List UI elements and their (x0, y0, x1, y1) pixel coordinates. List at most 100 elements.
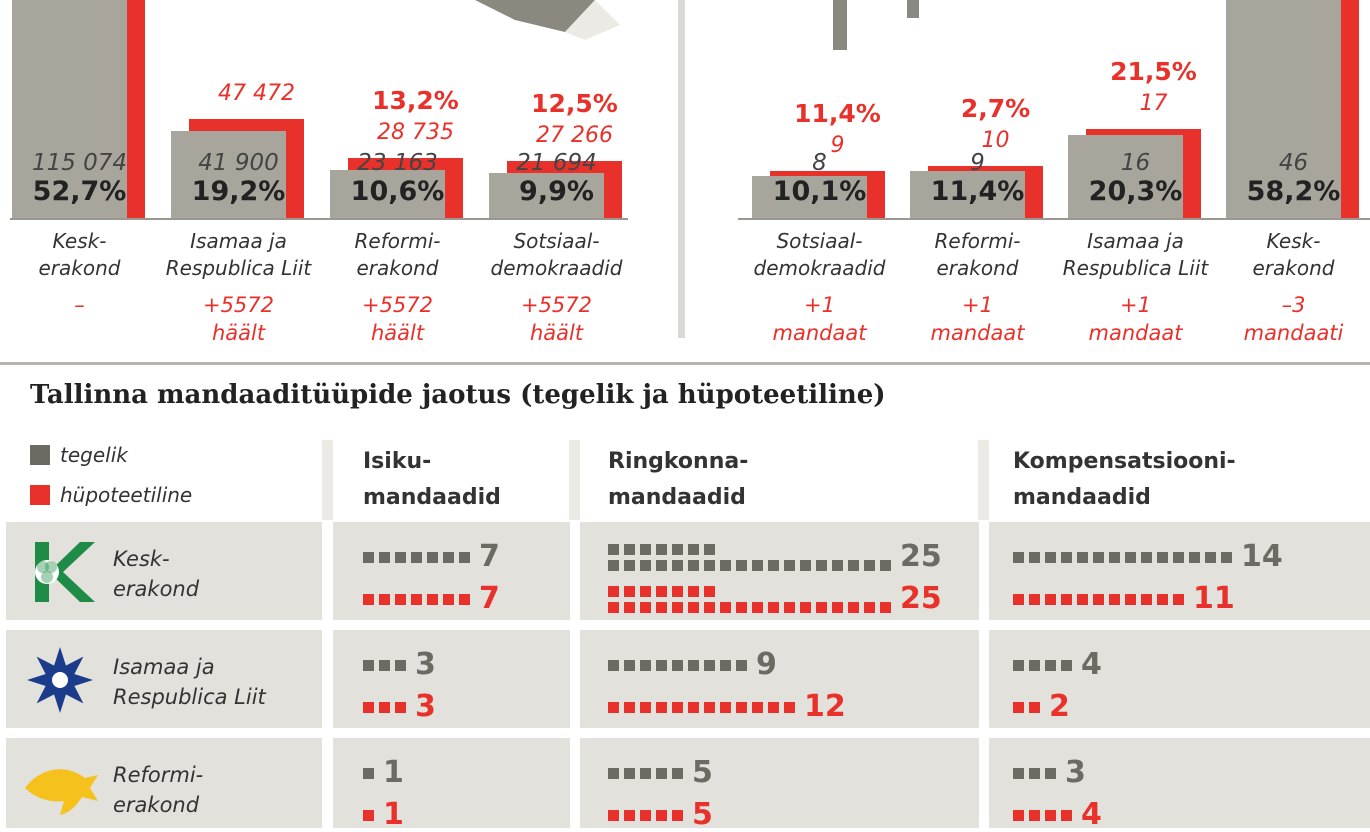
mandate-square (411, 593, 422, 605)
bar-value-label: 8 (812, 150, 827, 176)
mandate-square (784, 601, 795, 613)
mandate-square (624, 559, 635, 571)
mandate-count: 12 (804, 689, 846, 724)
hyp-value-label: 28 735 (377, 120, 454, 146)
mandate-square (608, 585, 619, 597)
mandate-square (1029, 593, 1040, 605)
category-label: Sotsiaal-demokraadid (753, 229, 886, 280)
legend-swatch (30, 445, 50, 465)
mandate-square (672, 601, 683, 613)
legend-swatch (30, 485, 50, 505)
mandate-square (1045, 809, 1056, 821)
mandate-square (363, 809, 374, 821)
mandate-square (784, 701, 795, 713)
mandate-square (640, 767, 651, 779)
mandate-square (656, 543, 667, 555)
mandate-square (411, 551, 422, 563)
mandate-count: 25 (900, 539, 942, 574)
mandate-square (624, 601, 635, 613)
mandate-square (459, 593, 470, 605)
keskerakond-logo-icon (25, 537, 105, 607)
actual-squares: 1 (363, 758, 404, 788)
mandate-count: 9 (756, 647, 777, 682)
mandate-square (1013, 551, 1024, 563)
hyp-value-label: 27 266 (536, 123, 613, 149)
mandate-square (656, 585, 667, 597)
hypothetical-squares: 25 (608, 584, 942, 614)
bar-percent-label: 52,7% (32, 176, 127, 207)
table-title: Tallinna mandaaditüüpide jaotus (tegelik… (30, 380, 886, 410)
mandate-square (1013, 767, 1024, 779)
mandate-square (1189, 551, 1200, 563)
mandate-square (395, 551, 406, 563)
bar-value-label: 41 900 (198, 150, 279, 176)
mandate-square (1061, 593, 1072, 605)
mandate-square (656, 767, 667, 779)
mandate-square (704, 559, 715, 571)
mandate-square (848, 601, 859, 613)
mandate-square (672, 585, 683, 597)
legend-label: tegelik (60, 443, 128, 467)
actual-squares: 3 (363, 650, 436, 680)
category-label: Isamaa ja Respublica Liit (1062, 229, 1209, 280)
hypothetical-squares: 2 (1013, 692, 1070, 722)
mandate-square (656, 809, 667, 821)
mandate-square (1045, 551, 1056, 563)
change-label: +1 mandaat (772, 293, 867, 345)
mandate-square (816, 601, 827, 613)
mandate-square (704, 701, 715, 713)
mandate-square (736, 601, 747, 613)
mandate-square (688, 559, 699, 571)
change-label: +5572 häält (202, 293, 275, 345)
mandate-square (608, 701, 619, 713)
bar-percent-label: 10,1% (772, 176, 867, 207)
actual-squares: 14 (1013, 542, 1283, 572)
mandate-square (656, 659, 667, 671)
mandate-square (752, 701, 763, 713)
hyp-value-label: 9 (830, 133, 845, 159)
mandate-count: 1 (383, 797, 404, 832)
bar-actual (1068, 134, 1183, 218)
actual-squares: 7 (363, 542, 500, 572)
mandate-square (656, 701, 667, 713)
column-header: Kompensatsiooni-mandaadid (1013, 449, 1236, 510)
bar-percent-label: 9,9% (519, 176, 594, 207)
mandate-square (1061, 809, 1072, 821)
mandate-square (395, 659, 406, 671)
mandate-square (640, 601, 651, 613)
mandate-square (832, 559, 843, 571)
mandate-count: 14 (1241, 539, 1283, 574)
mandate-square (1029, 767, 1040, 779)
mandate-count: 11 (1193, 581, 1235, 616)
mandate-square (363, 593, 374, 605)
mandate-square (1077, 593, 1088, 605)
actual-squares: 3 (1013, 758, 1086, 788)
mandate-square (1221, 551, 1232, 563)
hyp-percent-label: 2,7% (960, 93, 1031, 123)
reformierakond-logo-icon (20, 753, 100, 823)
header-divider (569, 440, 580, 520)
hyp-value-label: 17 (1139, 91, 1168, 117)
mandate-square (608, 543, 619, 555)
mandate-square (1109, 551, 1120, 563)
mandate-square (640, 585, 651, 597)
header-divider (322, 440, 333, 520)
column-header: Isiku-mandaadid (363, 449, 501, 510)
mandate-square (736, 659, 747, 671)
hyp-percent-label: 13,2% (372, 86, 459, 116)
mandate-square (1013, 701, 1024, 713)
square-stack (608, 541, 896, 573)
bar-value-label: 21 694 (516, 150, 597, 176)
party-name: Reformi-erakond (113, 763, 204, 817)
mandate-square (672, 543, 683, 555)
change-label: –3 mandaati (1243, 293, 1344, 345)
mandate-count: 3 (1065, 755, 1086, 790)
mandate-square (832, 601, 843, 613)
mandate-square (1061, 551, 1072, 563)
mandate-square (880, 601, 891, 613)
mandate-square (800, 601, 811, 613)
bar-percent-label: 20,3% (1088, 176, 1183, 207)
mandate-square (704, 585, 715, 597)
mandate-square (443, 551, 454, 563)
change-label: – (74, 293, 85, 317)
